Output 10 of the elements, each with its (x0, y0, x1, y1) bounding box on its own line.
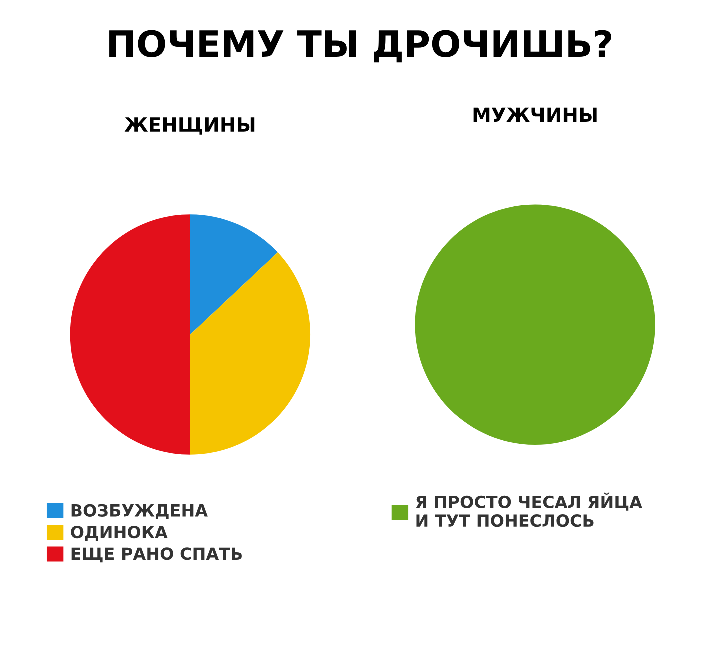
chart-subtitle: МУЖЧИНЫ (474, 108, 597, 122)
legend-label: ОДИНОКА (71, 526, 168, 541)
chart-title: ПОЧЕМУ ТЫ ДРОЧИШЬ? (110, 30, 612, 63)
legend-label: ВОЗБУЖДЕНА (72, 504, 208, 520)
chart-subtitle: ЖЕНЩИНЫ (124, 118, 255, 135)
legend-label: Я ПРОСТО ЧЕСАЛ ЯЙЦА И ТУТ ПОНЕСЛОСЬ (416, 492, 642, 528)
pie-slice (70, 214, 190, 455)
pie-slice (190, 252, 311, 455)
legend-label: ЕЩЕ РАНО СПАТЬ (72, 548, 242, 563)
pie-slice (190, 214, 278, 335)
